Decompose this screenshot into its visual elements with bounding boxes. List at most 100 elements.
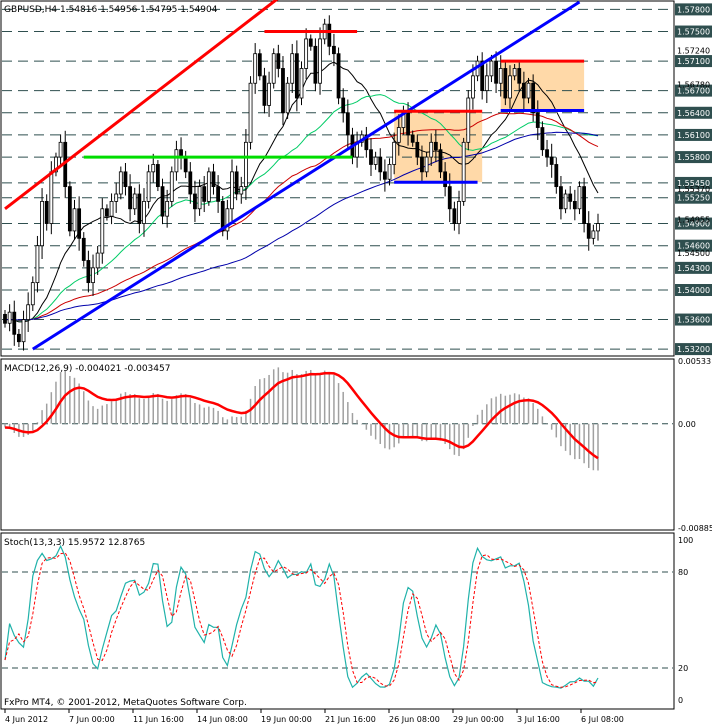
candle-body (35, 245, 40, 284)
price-axis-label: 1.55800 (677, 153, 710, 162)
price-label-box (675, 284, 712, 297)
candle-body (424, 156, 429, 173)
time-axis-label: 26 Jun 08:00 (389, 715, 440, 724)
price-label-box (675, 128, 712, 141)
trend-channel-line (4, 0, 279, 210)
candle-body (234, 171, 239, 195)
price-axis-tick-label: 1.54500 (677, 249, 710, 258)
macd-axis-label: 0.00533 (678, 357, 711, 366)
price-axis-tick-label: 1.56780 (677, 81, 710, 90)
candle-body (165, 200, 170, 217)
time-axis-label: 21 Jun 16:00 (325, 715, 376, 724)
candle-body (299, 68, 304, 99)
candle-body (526, 82, 531, 99)
candle-body (132, 193, 137, 210)
candle-body (512, 68, 517, 77)
price-axis-label: 1.57500 (677, 28, 710, 37)
candle-body (503, 68, 508, 99)
candle-body (382, 171, 387, 180)
candle-body (30, 282, 35, 306)
candle-body (230, 171, 234, 210)
candle-body (248, 82, 253, 143)
candle-body (114, 193, 119, 202)
candle-body (169, 171, 174, 202)
candle-body (257, 53, 262, 77)
candle-body (410, 134, 415, 143)
candle-body (498, 68, 503, 84)
price-label-box (675, 25, 712, 38)
candle-body (137, 193, 142, 224)
price-axis-label: 1.54900 (677, 220, 710, 229)
price-label-box (675, 3, 712, 16)
candle-body (517, 68, 522, 84)
candle-body (484, 75, 489, 92)
candle-body (67, 186, 72, 232)
candle-body (174, 149, 179, 173)
price-axis-label: 1.57100 (677, 57, 710, 66)
price-label-box (675, 261, 712, 274)
candle-body (392, 141, 397, 165)
price-axis-tick-label: 1.57240 (677, 47, 710, 56)
candle-body (521, 82, 526, 99)
stoch-axis-label: 100 (678, 536, 693, 545)
candle-body (109, 200, 114, 217)
candle-body (369, 149, 373, 165)
candle-body (471, 75, 475, 99)
price-label-box (675, 55, 712, 68)
candle-body (225, 208, 230, 232)
candle-body (582, 186, 587, 224)
stoch-axis-label: 0 (678, 696, 683, 705)
candle-body (406, 112, 410, 136)
candle-body (577, 186, 582, 210)
candle-body (596, 223, 600, 232)
candle-body (49, 171, 54, 224)
price-axis-label: 1.54000 (677, 286, 710, 295)
candle-body (16, 333, 21, 343)
candle-body (142, 200, 146, 224)
candle-body (304, 38, 309, 69)
price-label-box (675, 176, 712, 189)
candle-body (54, 156, 58, 173)
price-axis-label: 1.54600 (677, 242, 710, 251)
candle-body (290, 53, 295, 84)
candle-body (438, 149, 443, 173)
price-axis-label: 1.55250 (677, 194, 710, 203)
price-label-box (675, 191, 712, 204)
candle-body (531, 82, 536, 114)
macd-axis-label: -0.00885 (678, 524, 712, 533)
candle-body (44, 200, 49, 224)
candle-body (420, 156, 424, 173)
candle-body (155, 164, 160, 188)
candle-body (549, 156, 554, 165)
price-axis-label: 1.54300 (677, 264, 710, 273)
candle-body (364, 134, 369, 151)
candle-body (443, 171, 448, 188)
candle-body (559, 186, 563, 210)
time-axis-label: 19 Jun 00:00 (261, 715, 312, 724)
candle-body (387, 164, 392, 180)
price-axis-label: 1.53600 (677, 316, 710, 325)
stoch-main-line (4, 544, 599, 689)
stoch-axis-label: 20 (678, 664, 688, 673)
candle-body (332, 45, 336, 55)
price-panel-title: GBPUSD,H4 1.54816 1.54956 1.54795 1.5490… (4, 5, 218, 15)
price-axis-label: 1.57800 (677, 5, 710, 14)
candle-body (58, 141, 63, 158)
price-axis-label: 1.56700 (677, 87, 710, 96)
price-axis-label: 1.56400 (677, 109, 710, 118)
candle-body (318, 38, 322, 84)
candle-body (480, 60, 485, 92)
candle-body (202, 186, 207, 202)
candle-body (253, 53, 258, 84)
candle-body (457, 200, 461, 224)
candle-body (3, 313, 7, 324)
candle-body (188, 171, 193, 195)
candle-body (313, 45, 318, 84)
time-axis-label: 4 Jun 2012 (5, 715, 48, 724)
moving-average-line (4, 112, 599, 321)
candle-body (86, 260, 91, 284)
price-label-box (675, 84, 712, 97)
time-axis-label: 14 Jun 08:00 (197, 715, 248, 724)
price-axis-tick-label: 1.55370 (677, 185, 710, 194)
